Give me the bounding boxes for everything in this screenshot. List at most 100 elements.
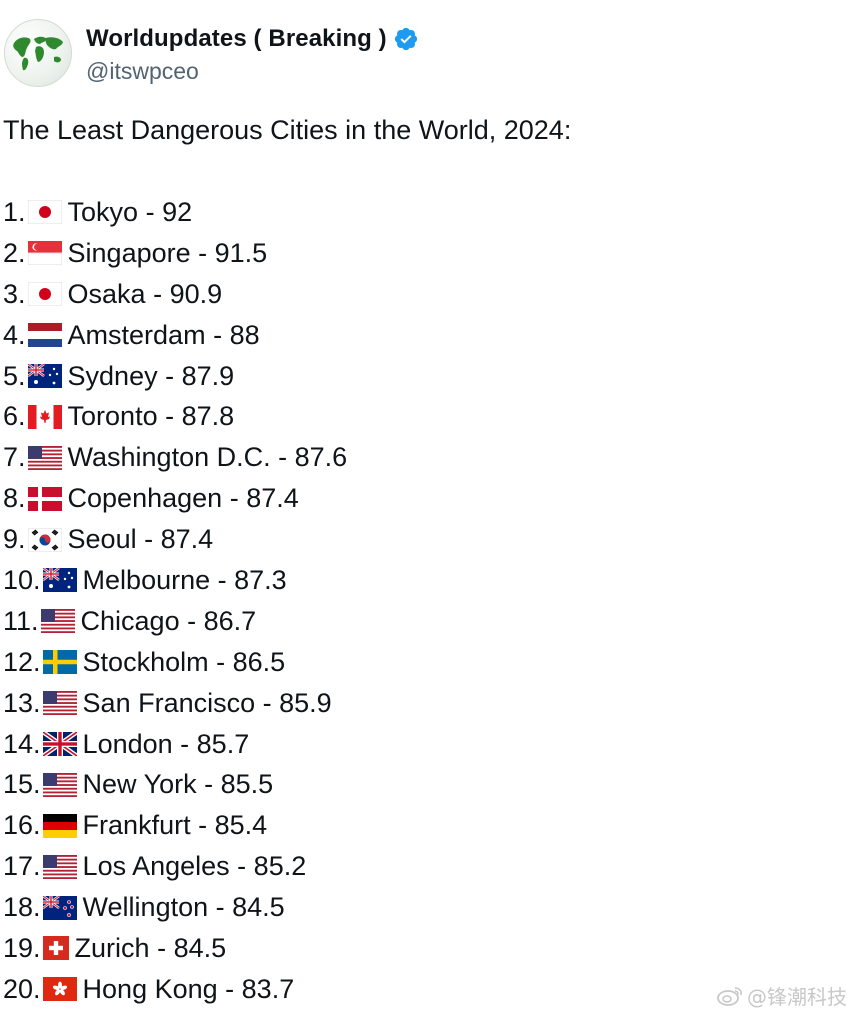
list-item: 11. Chicago - 86.7 [3, 601, 347, 642]
verified-badge-icon[interactable] [393, 26, 419, 52]
separator: - [217, 973, 242, 1004]
city-name: Hong Kong [82, 973, 218, 1004]
safety-score: 87.4 [246, 483, 299, 514]
list-item: 1. Tokyo - 92 [3, 192, 347, 233]
city-name: New York [82, 769, 197, 800]
separator: - [229, 851, 254, 882]
list-item: 6. Toronto - 87.8 [3, 396, 347, 437]
australia-flag-icon [27, 364, 62, 388]
usa-flag-icon [42, 691, 77, 716]
list-item: 19. Zurich - 84.5 [3, 928, 347, 969]
city-name: Stockholm [82, 646, 209, 677]
south-korea-flag-icon [27, 527, 62, 552]
rank-number: 1. [3, 196, 26, 227]
usa-flag-icon [42, 854, 77, 879]
author-handle[interactable]: @itswpceo [86, 57, 199, 84]
city-name: Seoul [67, 524, 137, 555]
display-name[interactable]: Worldupdates ( Breaking ) [86, 24, 387, 52]
list-item: 13. San Francisco - 85.9 [3, 683, 347, 724]
separator: - [190, 810, 215, 841]
separator: - [210, 564, 235, 595]
city-name: San Francisco [82, 687, 256, 718]
hong-kong-flag-icon [42, 977, 77, 1002]
city-ranking-list: 1. Tokyo - 92 2. Singapore - 91.5 3. Osaka - … [3, 192, 347, 1010]
denmark-flag-icon [27, 486, 62, 511]
city-name: Chicago [80, 605, 180, 636]
city-name: Melbourne [82, 564, 211, 595]
city-name: London [82, 728, 173, 759]
city-name: Washington D.C. [67, 442, 271, 473]
watermark-text: @锋潮科技 [747, 985, 847, 1009]
rank-number: 19. [3, 932, 41, 963]
separator: - [205, 319, 230, 350]
rank-number: 15. [3, 769, 41, 800]
safety-score: 86.7 [203, 605, 257, 636]
rank-number: 4. [3, 319, 26, 350]
tweet-header: Worldupdates ( Breaking ) @itswpceo [4, 18, 419, 88]
separator: - [172, 728, 197, 759]
rank-number: 10. [3, 564, 41, 595]
separator: - [222, 483, 247, 514]
germany-flag-icon [42, 813, 77, 838]
separator: - [149, 932, 174, 963]
rank-number: 3. [3, 278, 26, 309]
rank-number: 7. [3, 442, 26, 473]
rank-number: 11. [3, 605, 39, 636]
list-item: 20. Hong Kong - 83.7 [3, 969, 347, 1010]
safety-score: 85.2 [253, 851, 307, 882]
city-name: Zurich [74, 932, 150, 963]
separator: - [157, 401, 182, 432]
safety-score: 85.5 [220, 769, 274, 800]
city-name: Amsterdam [67, 319, 206, 350]
rank-number: 17. [3, 851, 41, 882]
safety-score: 91.5 [214, 237, 268, 268]
separator: - [138, 196, 163, 227]
separator: - [179, 605, 204, 636]
list-item: 9. Seoul - 87.4 [3, 519, 347, 560]
separator: - [196, 769, 221, 800]
usa-flag-icon [42, 772, 77, 797]
safety-score: 87.9 [181, 360, 235, 391]
list-item: 18. Wellington - 84.5 [3, 887, 347, 928]
safety-score: 85.9 [279, 687, 332, 718]
safety-score: 87.6 [294, 442, 348, 473]
weibo-icon [717, 985, 743, 1007]
rank-number: 5. [3, 360, 26, 391]
singapore-flag-icon [27, 241, 62, 266]
city-name: Wellington [82, 892, 209, 923]
usa-flag-icon [27, 445, 62, 470]
list-item: 14. London - 85.7 [3, 724, 347, 765]
list-item: 12. Stockholm - 86.5 [3, 642, 347, 683]
canada-flag-icon [27, 404, 62, 429]
rank-number: 12. [3, 646, 41, 677]
japan-flag-icon [27, 282, 62, 307]
safety-score: 92 [162, 196, 193, 227]
separator: - [255, 687, 280, 718]
rank-number: 20. [3, 973, 41, 1004]
name-row: Worldupdates ( Breaking ) [86, 22, 419, 56]
sweden-flag-icon [42, 650, 77, 675]
rank-number: 2. [3, 237, 26, 268]
tweet-headline: The Least Dangerous Cities in the World,… [3, 115, 572, 145]
rank-number: 16. [3, 810, 41, 841]
list-item: 3. Osaka - 90.9 [3, 274, 347, 315]
city-name: Copenhagen [67, 483, 223, 514]
rank-number: 6. [3, 401, 26, 432]
city-name: Osaka [67, 278, 146, 309]
new-zealand-flag-icon [42, 895, 77, 920]
separator: - [208, 646, 233, 677]
safety-score: 87.4 [160, 524, 214, 555]
separator: - [270, 442, 295, 473]
safety-score: 87.8 [181, 401, 235, 432]
watermark: @锋潮科技 [717, 981, 847, 1010]
globe-map-icon [13, 36, 63, 71]
rank-number: 14. [3, 728, 41, 759]
separator: - [136, 524, 161, 555]
australia-flag-icon [42, 568, 77, 593]
list-item: 7. Washington D.C. - 87.6 [3, 437, 347, 478]
list-item: 4. Amsterdam - 88 [3, 315, 347, 356]
safety-score: 84.5 [173, 932, 227, 963]
avatar[interactable] [4, 19, 72, 87]
list-item: 17. Los Angeles - 85.2 [3, 846, 347, 887]
city-name: Frankfurt [82, 810, 191, 841]
